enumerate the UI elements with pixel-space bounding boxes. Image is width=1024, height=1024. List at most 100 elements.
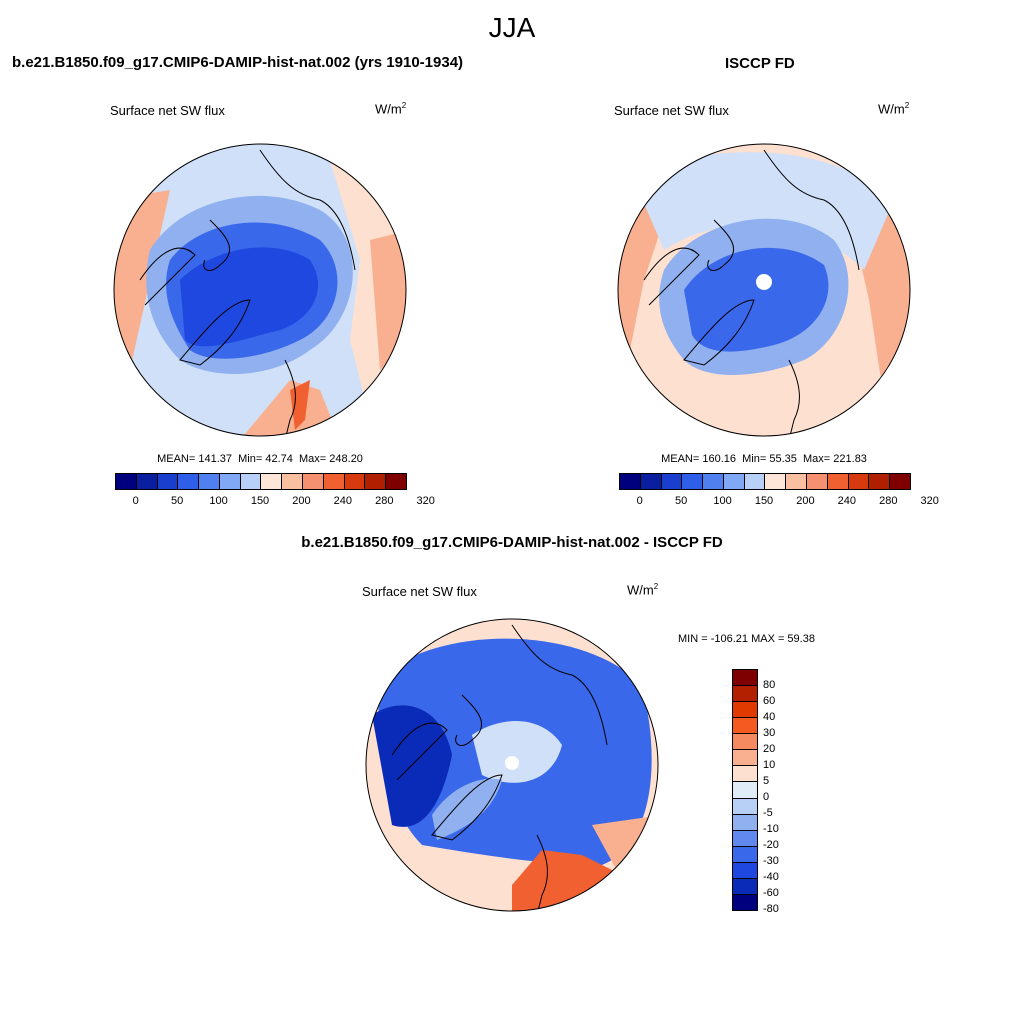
colorbar-swatch (136, 474, 158, 489)
model-variable-label: Surface net SW flux (110, 103, 225, 118)
colorbar-swatch (733, 814, 757, 831)
colorbar-tick-label: 0 (132, 495, 139, 507)
colorbar-swatch (733, 830, 757, 847)
colorbar-tick-label: 40 (763, 711, 776, 723)
colorbar-swatch (386, 474, 406, 489)
model-colorbar-ticks: 0 50 100 150 200 240 280 320 (115, 495, 435, 509)
colorbar-swatch (744, 474, 766, 489)
colorbar-tick-label: 100 (713, 495, 732, 507)
obs-colorbar (619, 473, 911, 490)
map-pale-center (472, 721, 562, 783)
colorbar-swatch (733, 782, 757, 799)
colorbar-tick-label: 0 (636, 495, 643, 507)
colorbar-swatch (786, 474, 808, 489)
colorbar-tick-label: 150 (250, 495, 270, 507)
colorbar-tick-label: 150 (754, 495, 774, 507)
colorbar-swatch (240, 474, 262, 489)
model-units-label: W/m2 (375, 101, 407, 117)
colorbar-swatch (261, 474, 283, 489)
colorbar-swatch (733, 846, 757, 863)
colorbar-swatch (723, 474, 745, 489)
colorbar-swatch (703, 474, 724, 489)
colorbar-tick-label: -10 (763, 823, 779, 835)
colorbar-tick-label: 0 (763, 791, 770, 803)
colorbar-swatch (116, 474, 137, 489)
obs-colorbar-ticks: 0 50 100 150 200 240 280 320 (619, 495, 939, 509)
colorbar-swatch (848, 474, 870, 489)
colorbar-swatch (733, 750, 757, 767)
colorbar-swatch (733, 766, 757, 783)
diff-minmax: MIN = -106.21 MAX = 59.38 (678, 633, 815, 645)
colorbar-swatch (199, 474, 220, 489)
colorbar-tick-label: -40 (763, 871, 779, 883)
colorbar-tick-label: -60 (763, 887, 779, 899)
colorbar-swatch (890, 474, 910, 489)
colorbar-swatch (219, 474, 241, 489)
obs-stats: MEAN= 160.16 Min= 55.35 Max= 221.83 (661, 453, 867, 465)
colorbar-tick-label: 60 (763, 695, 776, 707)
colorbar-swatch (733, 686, 757, 703)
colorbar-swatch (344, 474, 366, 489)
colorbar-swatch (733, 894, 757, 910)
colorbar-swatch (303, 474, 324, 489)
diff-variable-label: Surface net SW flux (362, 584, 477, 599)
colorbar-swatch (733, 670, 757, 687)
colorbar-tick-label: 30 (763, 727, 776, 739)
map-arctic-mid (684, 247, 829, 352)
colorbar-tick-label: 80 (763, 679, 776, 691)
model-polar-map (113, 143, 407, 437)
colorbar-swatch (733, 734, 757, 751)
colorbar-tick-label: 280 (375, 495, 394, 507)
colorbar-tick-label: 5 (763, 775, 770, 787)
map-navy-west (372, 705, 452, 827)
colorbar-swatch (733, 878, 757, 895)
colorbar-tick-label: 10 (763, 759, 776, 771)
obs-units-label: W/m2 (878, 101, 910, 117)
colorbar-swatch (733, 718, 757, 735)
model-coastlines (139, 149, 356, 436)
colorbar-swatch (682, 474, 704, 489)
colorbar-swatch (765, 474, 787, 489)
colorbar-tick-label: 200 (796, 495, 815, 507)
colorbar-tick-label: -20 (763, 839, 779, 851)
model-panel-title: b.e21.B1850.f09_g17.CMIP6-DAMIP-hist-nat… (12, 54, 464, 71)
colorbar-swatch (640, 474, 662, 489)
colorbar-tick-label: -5 (763, 807, 773, 819)
diff-panel-title: b.e21.B1850.f09_g17.CMIP6-DAMIP-hist-nat… (301, 534, 723, 551)
colorbar-swatch (661, 474, 683, 489)
map-warm-west (618, 190, 674, 380)
colorbar-swatch (157, 474, 179, 489)
obs-polar-map (617, 143, 911, 437)
colorbar-tick-label: 50 (171, 495, 184, 507)
colorbar-tick-label: -30 (763, 855, 779, 867)
diff-colorbar-labels: 80 60 40 30 20 10 5 0 -5 -10 -20 -30 -40 -60 -80 (763, 669, 803, 915)
obs-variable-label: Surface net SW flux (614, 103, 729, 118)
obs-coastlines (643, 149, 860, 436)
colorbar-swatch (869, 474, 891, 489)
map-greenland (432, 778, 502, 840)
colorbar-swatch (807, 474, 828, 489)
diff-colorbar (732, 669, 758, 911)
colorbar-swatch (733, 862, 757, 879)
colorbar-tick-label: 50 (675, 495, 688, 507)
colorbar-swatch (620, 474, 641, 489)
colorbar-swatch (282, 474, 304, 489)
colorbar-tick-label: 240 (837, 495, 857, 507)
colorbar-swatch (323, 474, 345, 489)
obs-panel-title: ISCCP FD (725, 55, 795, 72)
map-pole-hole (505, 756, 519, 770)
colorbar-tick-label: 20 (763, 743, 776, 755)
map-pole-hole (756, 274, 772, 290)
diff-units-label: W/m2 (627, 582, 659, 598)
colorbar-swatch (733, 702, 757, 719)
season-title: JJA (488, 12, 536, 43)
colorbar-tick-label: 280 (879, 495, 898, 507)
colorbar-tick-label: 100 (209, 495, 228, 507)
colorbar-swatch (178, 474, 200, 489)
model-stats: MEAN= 141.37 Min= 42.74 Max= 248.20 (157, 453, 363, 465)
model-colorbar (115, 473, 407, 490)
colorbar-swatch (733, 798, 757, 815)
colorbar-tick-label: 320 (920, 495, 939, 507)
colorbar-tick-label: 200 (292, 495, 311, 507)
colorbar-tick-label: 240 (333, 495, 353, 507)
